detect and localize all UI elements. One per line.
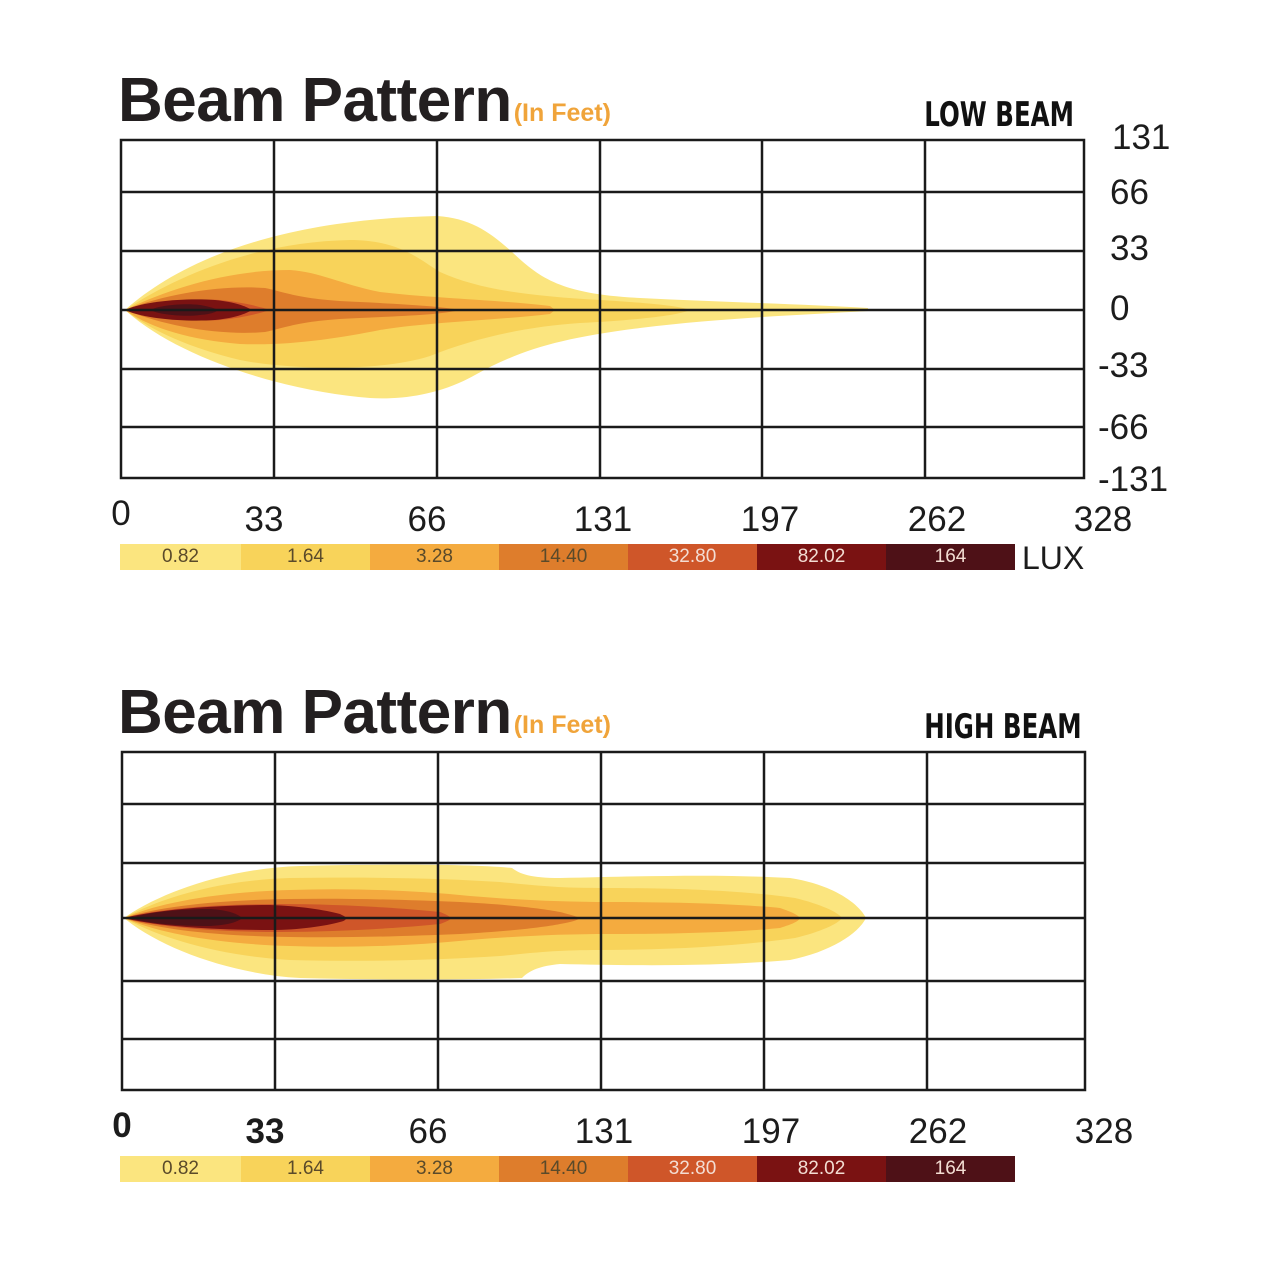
beam-contours bbox=[124, 864, 866, 980]
x-tick-label: 66 bbox=[407, 500, 447, 539]
legend-swatch: 82.02 bbox=[757, 1156, 886, 1182]
lux-legend: 0.82 1.64 3.28 14.40 32.80 82.02 164 bbox=[120, 544, 1015, 570]
x-tick-label: 328 bbox=[1073, 500, 1133, 539]
x-tick-label: 131 bbox=[573, 500, 633, 539]
legend-swatch: 164 bbox=[886, 544, 1015, 570]
chart-title-unit: (In Feet) bbox=[513, 711, 611, 739]
beam-plot bbox=[119, 138, 1086, 480]
x-tick-label: 328 bbox=[1074, 1112, 1134, 1151]
x-tick-label: 262 bbox=[908, 1112, 968, 1151]
legend-swatch: 14.40 bbox=[499, 1156, 628, 1182]
legend-swatch: 0.82 bbox=[120, 1156, 241, 1182]
legend-swatch: 1.64 bbox=[241, 1156, 370, 1182]
legend-swatch: 3.28 bbox=[370, 544, 499, 570]
x-tick-label: 0 bbox=[112, 1106, 132, 1145]
chart-title: Beam Pattern(In Feet) bbox=[118, 70, 611, 132]
x-tick-label: 0 bbox=[111, 494, 131, 533]
legend-swatch: 164 bbox=[886, 1156, 1015, 1182]
plot-frame bbox=[120, 750, 1087, 1092]
beam-label: LOW BEAM bbox=[924, 95, 1074, 135]
y-tick-label: 0 bbox=[1110, 289, 1130, 328]
legend-swatch: 32.80 bbox=[628, 1156, 757, 1182]
beam-label: HIGH BEAM bbox=[924, 707, 1082, 747]
legend-swatch: 3.28 bbox=[370, 1156, 499, 1182]
legend-swatch: 82.02 bbox=[757, 544, 886, 570]
beam-contours bbox=[125, 216, 868, 399]
beam-plot bbox=[120, 750, 1087, 1092]
x-tick-label: 262 bbox=[907, 500, 967, 539]
x-tick-label: 131 bbox=[574, 1112, 634, 1151]
x-tick-label: 66 bbox=[408, 1112, 448, 1151]
chart-title: Beam Pattern(In Feet) bbox=[118, 682, 611, 744]
y-tick-label: 131 bbox=[1112, 118, 1171, 157]
legend-swatch: 14.40 bbox=[499, 544, 628, 570]
chart-title-text: Beam Pattern bbox=[118, 66, 512, 135]
legend-swatch: 0.82 bbox=[120, 544, 241, 570]
y-tick-label: -131 bbox=[1098, 460, 1169, 499]
x-tick-label: 197 bbox=[740, 500, 800, 539]
y-tick-label: -33 bbox=[1098, 346, 1149, 385]
chart-title-text: Beam Pattern bbox=[118, 678, 512, 747]
y-tick-label: 33 bbox=[1110, 229, 1149, 268]
lux-legend: 0.82 1.64 3.28 14.40 32.80 82.02 164 bbox=[120, 1156, 1015, 1182]
legend-swatch: 1.64 bbox=[241, 544, 370, 570]
low-beam-chart: Beam Pattern(In Feet) LOW BEAM 0 33 66 131 1… bbox=[0, 0, 1280, 600]
y-tick-label: 66 bbox=[1110, 173, 1149, 212]
high-beam-chart: Beam Pattern(In Feet) HIGH BEAM 0 33 66 131… bbox=[0, 612, 1280, 1212]
legend-unit: LUX bbox=[1022, 540, 1085, 576]
x-tick-label: 197 bbox=[741, 1112, 801, 1151]
y-tick-label: -66 bbox=[1098, 408, 1149, 447]
x-tick-label: 33 bbox=[245, 1112, 285, 1151]
x-tick-label: 33 bbox=[244, 500, 284, 539]
legend-swatch: 32.80 bbox=[628, 544, 757, 570]
chart-title-unit: (In Feet) bbox=[513, 99, 611, 127]
